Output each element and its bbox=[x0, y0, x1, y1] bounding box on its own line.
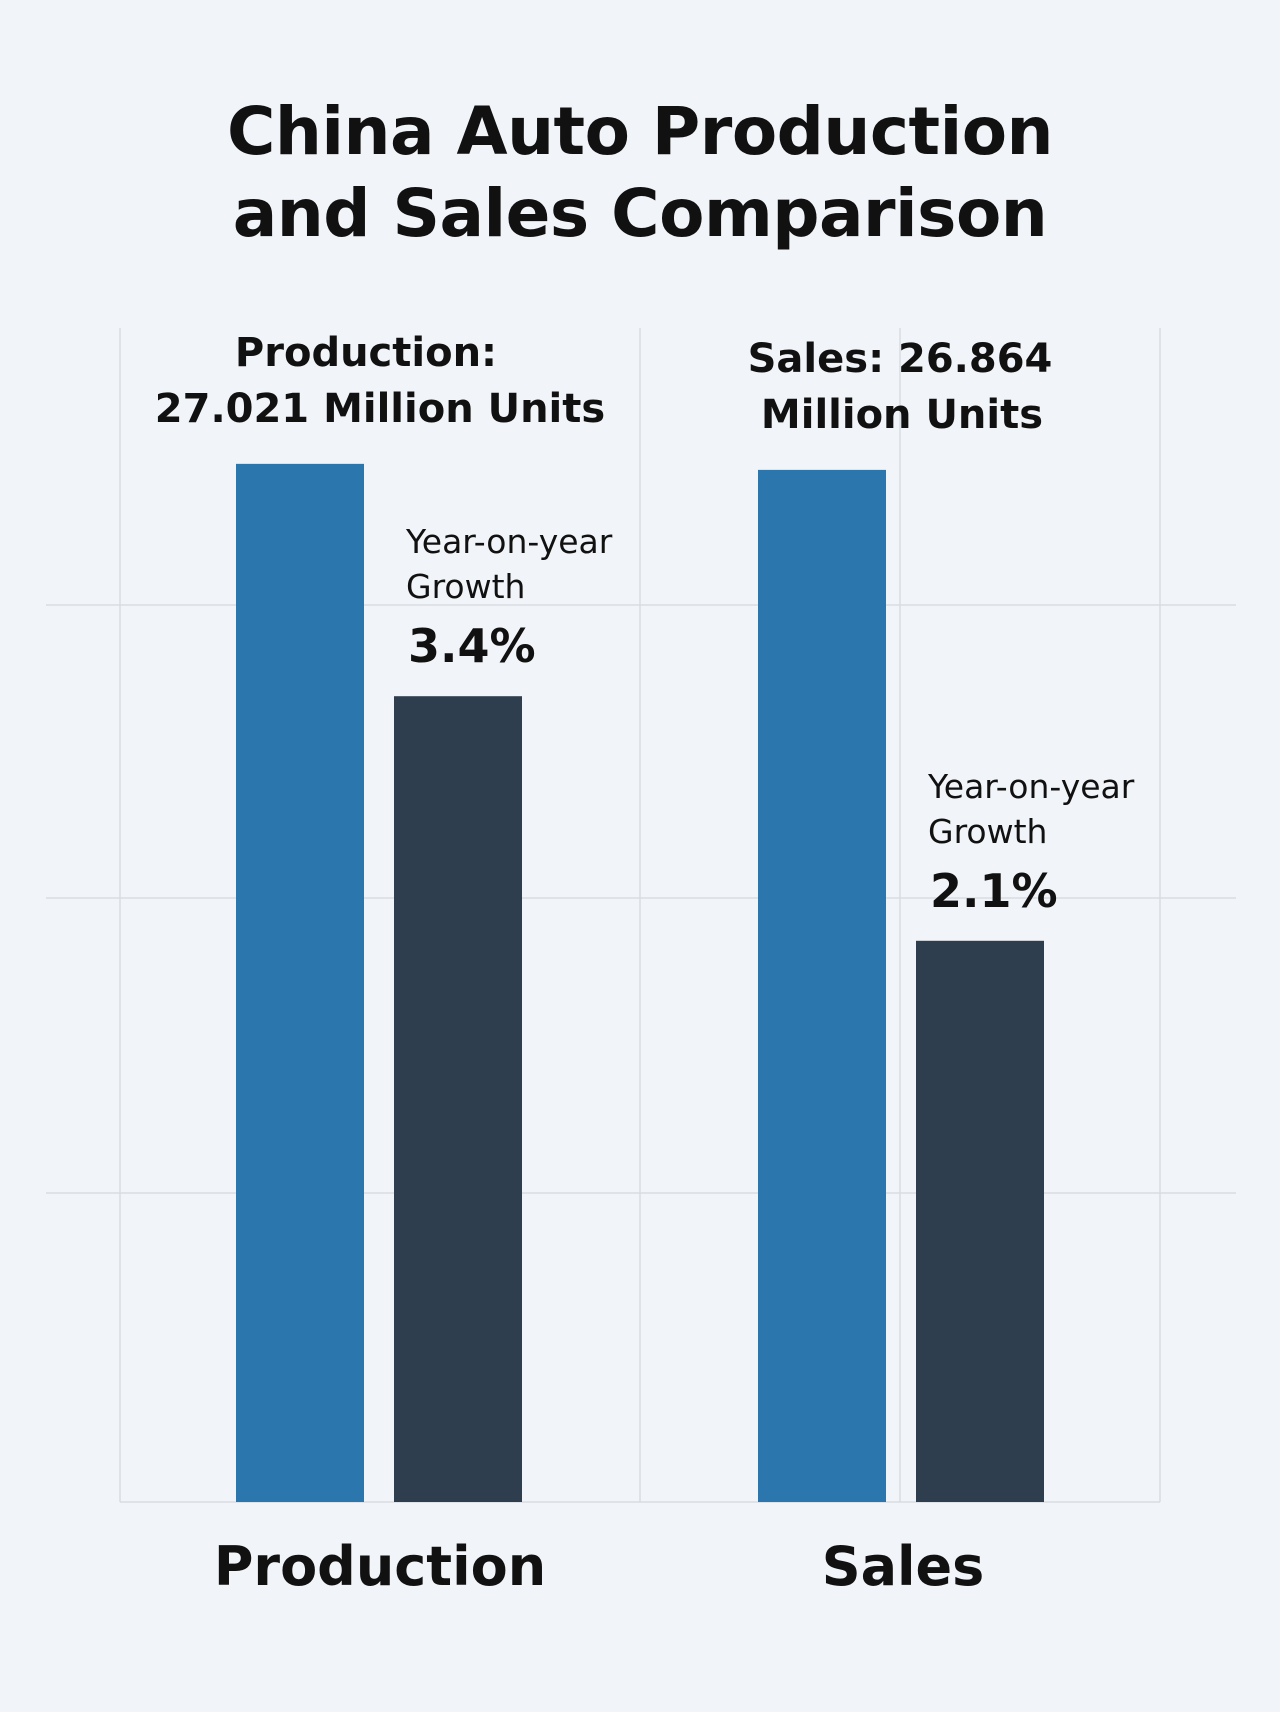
chart-data-labels: Production: 27.021 Million Units Year-on-y… bbox=[155, 330, 1135, 918]
label-sales-volume-line-1: Sales: 26.864 bbox=[748, 336, 1053, 382]
label-sales-growth-line-1: Year-on-year bbox=[927, 767, 1135, 806]
label-sales-growth-line-2: Growth bbox=[928, 812, 1047, 851]
bar-sales-volume bbox=[758, 469, 886, 1502]
chart-title-line-2: and Sales Comparison bbox=[232, 175, 1048, 252]
x-tick-label-sales: Sales bbox=[822, 1535, 985, 1598]
label-production-growth-line-2: Growth bbox=[406, 567, 525, 606]
label-production-volume-line-2: 27.021 Million Units bbox=[155, 386, 605, 432]
label-sales-volume-line-2: Million Units bbox=[761, 392, 1043, 438]
label-production-growth-line-1: Year-on-year bbox=[405, 522, 613, 561]
chart-title-line-1: China Auto Production bbox=[226, 93, 1054, 170]
chart-bars bbox=[236, 463, 1044, 1503]
label-production-growth-value: 3.4% bbox=[408, 619, 536, 673]
label-sales-growth-value: 2.1% bbox=[930, 864, 1058, 918]
x-tick-label-production: Production bbox=[214, 1535, 546, 1598]
label-production-volume-line-1: Production: bbox=[235, 330, 497, 376]
chart-x-axis: Production Sales bbox=[214, 1535, 984, 1598]
bar-production-volume bbox=[236, 463, 364, 1503]
bar-production-growth bbox=[394, 696, 522, 1502]
bar-sales-growth bbox=[916, 940, 1044, 1502]
